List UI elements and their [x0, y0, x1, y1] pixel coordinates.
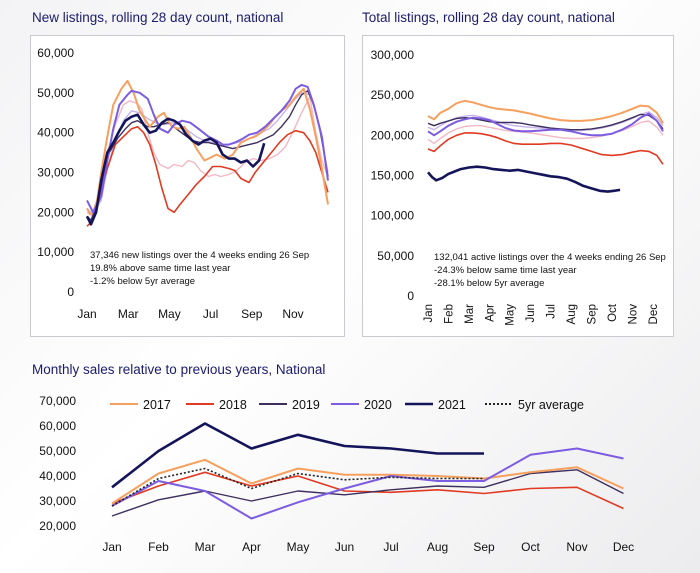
monthly-sales-y-tick: 30,000: [39, 494, 76, 508]
total-listings-series-2021: [427, 165, 621, 193]
total-listings-note-line-1: 132,041 active listings over the 4 weeks…: [434, 252, 666, 263]
total-listings-x-tick: Jul: [546, 304, 558, 319]
total-listings-x-tick: Feb: [443, 304, 455, 324]
total-listings-x-tick: Sep: [586, 304, 598, 324]
monthly-sales-y-tick: 60,000: [39, 419, 76, 433]
total-listings-y-tick: 300,000: [371, 48, 415, 62]
new-listings-y-tick: 20,000: [37, 205, 74, 219]
total-listings-note: 132,041 active listings over the 4 weeks…: [434, 251, 666, 290]
new-listings-y-tick: 50,000: [37, 86, 74, 100]
total-listings-series-2017: [427, 99, 664, 124]
total-listings-title: Total listings, rolling 28 day count, na…: [362, 10, 615, 25]
monthly-sales-y-tick: 20,000: [39, 519, 76, 533]
total-listings-series-lavender: [427, 111, 664, 132]
new-listings-y-tick: 40,000: [37, 126, 74, 140]
new-listings-series-2018: [86, 125, 329, 227]
monthly-sales-title: Monthly sales relative to previous years…: [32, 362, 326, 377]
total-listings-y-tick: 200,000: [371, 128, 415, 142]
total-listings-x-tick: Aug: [566, 304, 578, 324]
total-listings-y-tick: 0: [407, 289, 414, 303]
monthly-sales-x-tick: Aug: [427, 540, 448, 554]
total-listings-x-tick: May: [505, 304, 517, 326]
new-listings-y-tick: 0: [67, 285, 74, 299]
legend-label-2017: 2017: [143, 398, 171, 412]
new-listings-title: New listings, rolling 28 day count, nati…: [32, 10, 284, 25]
legend-label-2018: 2018: [219, 398, 247, 412]
monthly-sales-x-tick: Sep: [473, 540, 495, 554]
monthly-sales-series-2018: [111, 471, 624, 510]
total-listings-x-tick: Nov: [627, 304, 639, 325]
new-listings-x-tick: Sep: [241, 307, 263, 321]
new-listings-x-tick: Mar: [118, 307, 139, 321]
new-listings-x-tick: Jul: [203, 307, 218, 321]
new-listings-series-2019: [86, 90, 329, 221]
total-listings-series-pink: [427, 120, 664, 145]
monthly-sales-x-tick: Jun: [335, 540, 354, 554]
monthly-sales-x-tick: Nov: [566, 540, 587, 554]
total-listings-note-line-2: -24.3% below same time last year: [434, 265, 577, 276]
monthly-sales-series-2019: [111, 469, 624, 517]
total-listings-series-2020: [427, 112, 664, 137]
legend-label-2020: 2020: [364, 398, 392, 412]
new-listings-y-tick: 30,000: [37, 166, 74, 180]
monthly-sales-series-2020: [111, 447, 624, 520]
total-listings-x-tick: Apr: [484, 304, 496, 322]
new-listings-x-tick: Jan: [77, 307, 96, 321]
legend-label-2021: 2021: [438, 398, 466, 412]
monthly-sales-y-tick: 50,000: [39, 444, 76, 458]
new-listings-y-tick: 10,000: [37, 245, 74, 259]
total-listings-x-tick: Oct: [607, 303, 619, 322]
monthly-sales-y-tick: 40,000: [39, 469, 76, 483]
total-listings-x-tick: Jun: [525, 304, 537, 323]
legend-label-5yr_avg: 5yr average: [518, 398, 584, 412]
monthly-sales-x-tick: Feb: [148, 540, 169, 554]
monthly-sales-x-tick: Jan: [102, 540, 121, 554]
monthly-sales-series-2021: [111, 422, 484, 489]
monthly-sales-x-tick: Mar: [195, 540, 216, 554]
legend-label-2019: 2019: [292, 398, 320, 412]
new-listings-note: 37,346 new listings over the 4 weeks end…: [90, 249, 310, 288]
monthly-sales-x-tick: Jul: [383, 540, 398, 554]
total-listings-x-tick: Mar: [464, 304, 476, 324]
new-listings-x-tick: Nov: [282, 307, 303, 321]
total-listings-y-tick: 150,000: [371, 169, 415, 183]
monthly-sales-x-tick: May: [287, 540, 310, 554]
new-listings-x-tick: May: [158, 307, 181, 321]
new-listings-note-line-1: 37,346 new listings over the 4 weeks end…: [90, 250, 310, 261]
new-listings-y-tick: 60,000: [37, 46, 74, 60]
monthly-sales-x-tick: Oct: [521, 540, 540, 554]
new-listings-note-line-2: 19.8% above same time last year: [90, 263, 231, 274]
total-listings-x-tick: Jan: [423, 304, 435, 323]
new-listings-series-2021: [85, 113, 266, 226]
total-listings-series-2019: [427, 113, 664, 131]
total-listings-note-line-3: -28.1% below 5yr average: [434, 278, 545, 289]
new-listings-series-2017: [86, 79, 329, 216]
monthly-sales-x-tick: Dec: [613, 540, 634, 554]
monthly-sales-x-tick: Apr: [242, 540, 261, 554]
monthly-sales-y-tick: 70,000: [39, 394, 76, 408]
total-listings-y-tick: 250,000: [371, 88, 415, 102]
total-listings-series-2018: [427, 132, 664, 165]
new-listings-series-pink: [86, 96, 329, 217]
monthly-sales-series-5yr_avg: [111, 467, 484, 507]
monthly-sales-series-2017: [111, 458, 624, 505]
new-listings-series-2020: [86, 83, 329, 214]
total-listings-y-tick: 50,000: [377, 249, 414, 263]
new-listings-note-line-3: -1.2% below 5yr average: [90, 276, 196, 287]
total-listings-y-tick: 100,000: [371, 209, 415, 223]
total-listings-x-tick: Dec: [648, 304, 660, 325]
